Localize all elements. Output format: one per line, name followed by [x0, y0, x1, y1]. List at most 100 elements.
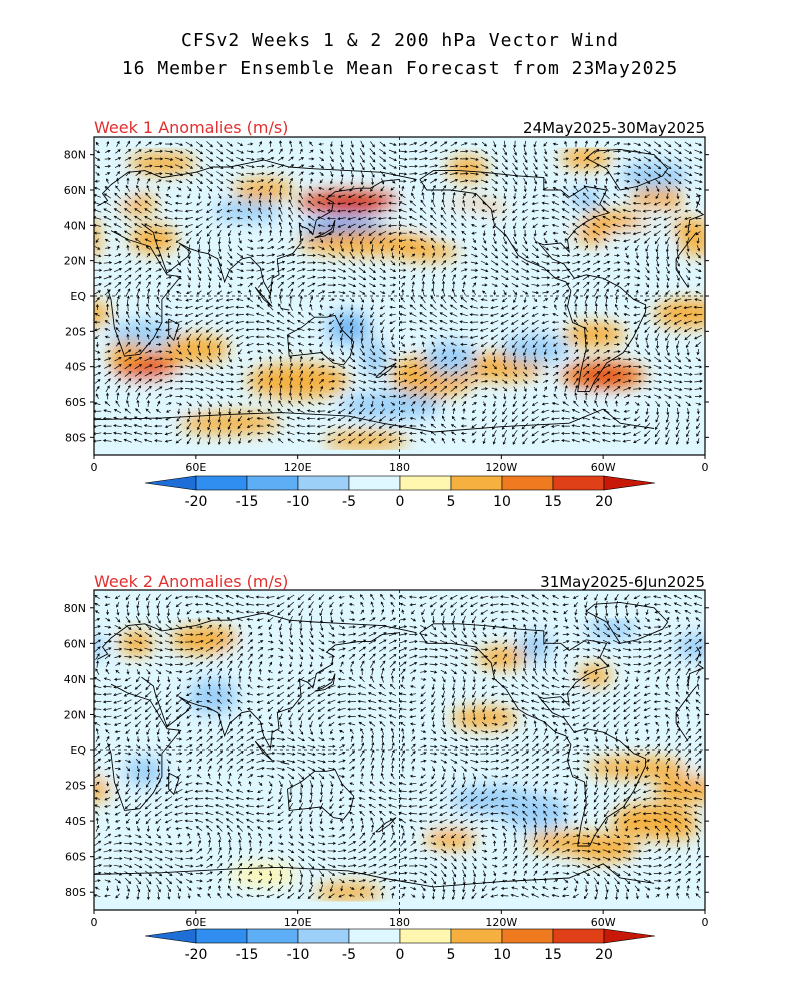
- wind-vector-arrow: [196, 625, 203, 629]
- wind-vector-arrow: [643, 692, 651, 696]
- anomaly-blob: [501, 334, 570, 364]
- wind-vector-arrow: [165, 142, 173, 146]
- wind-vector-arrow: [94, 871, 102, 875]
- wind-vector-arrow: [327, 714, 336, 719]
- wind-vector-arrow: [187, 282, 191, 289]
- wind-vector-arrow: [684, 781, 691, 786]
- wind-vector-arrow: [419, 149, 428, 153]
- wind-vector-arrow: [357, 699, 367, 703]
- wind-vector-arrow: [614, 393, 620, 400]
- wind-vector-arrow: [307, 759, 316, 764]
- wind-vector-arrow: [379, 683, 386, 690]
- wind-vector-arrow: [541, 261, 551, 265]
- wind-vector-arrow: [653, 148, 662, 155]
- wind-vector-arrow: [278, 655, 284, 659]
- wind-vector-arrow: [256, 424, 264, 428]
- wind-vector-arrow: [358, 230, 366, 237]
- wind-vector-arrow: [155, 342, 162, 346]
- wind-vector-arrow: [592, 870, 601, 877]
- wind-vector-arrow: [360, 728, 365, 735]
- wind-vector-arrow: [327, 260, 336, 265]
- wind-vector-arrow: [552, 774, 560, 779]
- wind-vector-arrow: [248, 847, 252, 855]
- wind-vector-arrow: [421, 252, 425, 258]
- wind-vector-arrow: [207, 675, 212, 683]
- wind-vector-arrow: [663, 305, 672, 310]
- wind-vector-arrow: [550, 707, 560, 711]
- wind-vector-arrow: [257, 826, 264, 831]
- wind-vector-arrow: [378, 357, 387, 362]
- wind-vector-arrow: [236, 789, 244, 793]
- wind-vector-arrow: [471, 216, 477, 221]
- wind-vector-arrow: [471, 246, 478, 251]
- wind-vector-arrow: [421, 833, 425, 839]
- wind-vector-arrow: [299, 192, 304, 200]
- wind-vector-arrow: [226, 209, 233, 213]
- wind-vector-arrow: [246, 744, 255, 749]
- wind-vector-arrow: [236, 298, 244, 302]
- wind-vector-arrow: [177, 608, 181, 616]
- wind-vector-arrow: [145, 245, 151, 250]
- wind-vector-arrow: [531, 252, 540, 259]
- wind-vector-arrow: [676, 407, 680, 416]
- wind-vector-arrow: [492, 408, 497, 415]
- wind-vector-arrow: [523, 659, 527, 669]
- wind-vector-arrow: [126, 399, 130, 408]
- wind-vector-arrow: [419, 378, 428, 384]
- wind-vector-arrow: [574, 170, 578, 177]
- wind-vector-arrow: [540, 707, 550, 711]
- wind-vector-arrow: [449, 164, 459, 168]
- wind-vector-arrow: [318, 594, 325, 601]
- wind-vector-arrow: [134, 699, 142, 705]
- wind-vector-arrow: [500, 797, 508, 801]
- wind-vector-arrow: [370, 601, 374, 608]
- wind-vector-arrow: [348, 841, 357, 846]
- wind-vector-arrow: [602, 691, 610, 698]
- wind-vector-arrow: [367, 202, 377, 206]
- wind-vector-arrow: [328, 595, 335, 600]
- wind-vector-arrow: [582, 230, 590, 236]
- wind-vector-arrow: [278, 623, 282, 631]
- wind-vector-arrow: [196, 758, 203, 764]
- wind-vector-arrow: [216, 156, 224, 162]
- wind-vector-arrow: [471, 639, 478, 645]
- wind-vector-arrow: [205, 326, 213, 333]
- wind-vector-arrow: [532, 714, 539, 719]
- wind-vector-arrow: [421, 684, 425, 690]
- wind-vector-arrow: [624, 834, 631, 838]
- wind-vector-arrow: [217, 193, 222, 200]
- wind-vector-arrow: [388, 149, 397, 154]
- wind-vector-arrow: [215, 312, 224, 317]
- wind-vector-arrow: [461, 230, 467, 236]
- wind-vector-arrow: [440, 363, 448, 370]
- wind-vector-arrow: [612, 371, 622, 377]
- wind-vector-arrow: [299, 348, 303, 355]
- wind-vector-arrow: [664, 326, 671, 333]
- wind-vector-arrow: [584, 729, 589, 735]
- anomaly-blob: [424, 828, 476, 850]
- wind-vector-arrow: [543, 617, 548, 622]
- wind-vector-arrow: [502, 429, 508, 438]
- wind-vector-arrow: [584, 244, 588, 251]
- wind-vector-arrow: [175, 827, 182, 831]
- wind-vector-arrow: [441, 615, 445, 624]
- wind-vector-arrow: [522, 781, 528, 787]
- wind-vector-arrow: [421, 260, 426, 266]
- wind-vector-arrow: [306, 416, 316, 420]
- wind-vector-arrow: [317, 320, 325, 324]
- anomaly-blob: [676, 634, 705, 660]
- wind-vector-arrow: [490, 692, 498, 696]
- wind-vector-arrow: [654, 178, 661, 185]
- wind-vector-arrow: [338, 647, 346, 651]
- wind-vector-arrow: [256, 766, 265, 771]
- wind-vector-arrow: [267, 349, 274, 354]
- wind-vector-arrow: [533, 824, 537, 833]
- wind-vector-arrow: [215, 789, 224, 793]
- wind-vector-arrow: [533, 630, 538, 638]
- wind-vector-arrow: [521, 209, 528, 213]
- wind-vector-arrow: [664, 356, 672, 363]
- wind-vector-arrow: [215, 818, 224, 824]
- wind-vector-arrow: [604, 253, 610, 258]
- wind-vector-arrow: [573, 655, 580, 659]
- wind-vector-arrow: [592, 230, 600, 236]
